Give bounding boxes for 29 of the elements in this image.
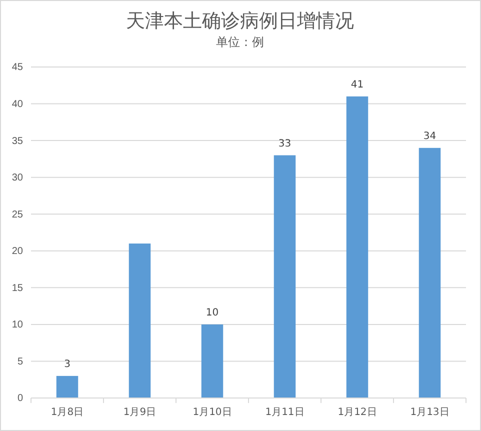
y-tick-label: 10 <box>12 320 24 331</box>
data-label: 10 <box>206 307 219 318</box>
y-tick-label: 35 <box>12 136 24 147</box>
y-tick-label: 25 <box>12 209 24 220</box>
x-tick-label: 1月13日 <box>410 407 450 418</box>
bar <box>418 148 441 398</box>
y-tick-label: 5 <box>17 356 24 368</box>
y-tick-label: 45 <box>12 62 24 74</box>
bar <box>274 155 296 398</box>
bar <box>201 324 224 398</box>
x-tick-label: 1月12日 <box>338 407 377 418</box>
chart-title: 天津本土确诊病例日增情况 <box>126 10 354 32</box>
data-label: 34 <box>423 130 436 142</box>
data-label: 33 <box>278 138 292 150</box>
x-tick-label: 1月9日 <box>123 407 156 418</box>
y-tick-label: 30 <box>12 172 24 184</box>
chart-subtitle: 单位：例 <box>216 35 264 49</box>
y-tick-label: 20 <box>12 246 24 258</box>
bar <box>346 96 368 398</box>
y-tick-label: 0 <box>17 393 24 404</box>
y-tick-label: 40 <box>12 98 24 110</box>
bar <box>128 244 151 398</box>
data-label: 3 <box>64 358 70 370</box>
data-label: 41 <box>350 79 364 90</box>
x-tick-label: 1月11日 <box>265 407 304 418</box>
x-tick-label: 1月10日 <box>192 407 232 418</box>
bar <box>56 376 78 398</box>
x-tick-label: 1月8日 <box>50 407 84 418</box>
y-tick-label: 15 <box>12 282 24 294</box>
